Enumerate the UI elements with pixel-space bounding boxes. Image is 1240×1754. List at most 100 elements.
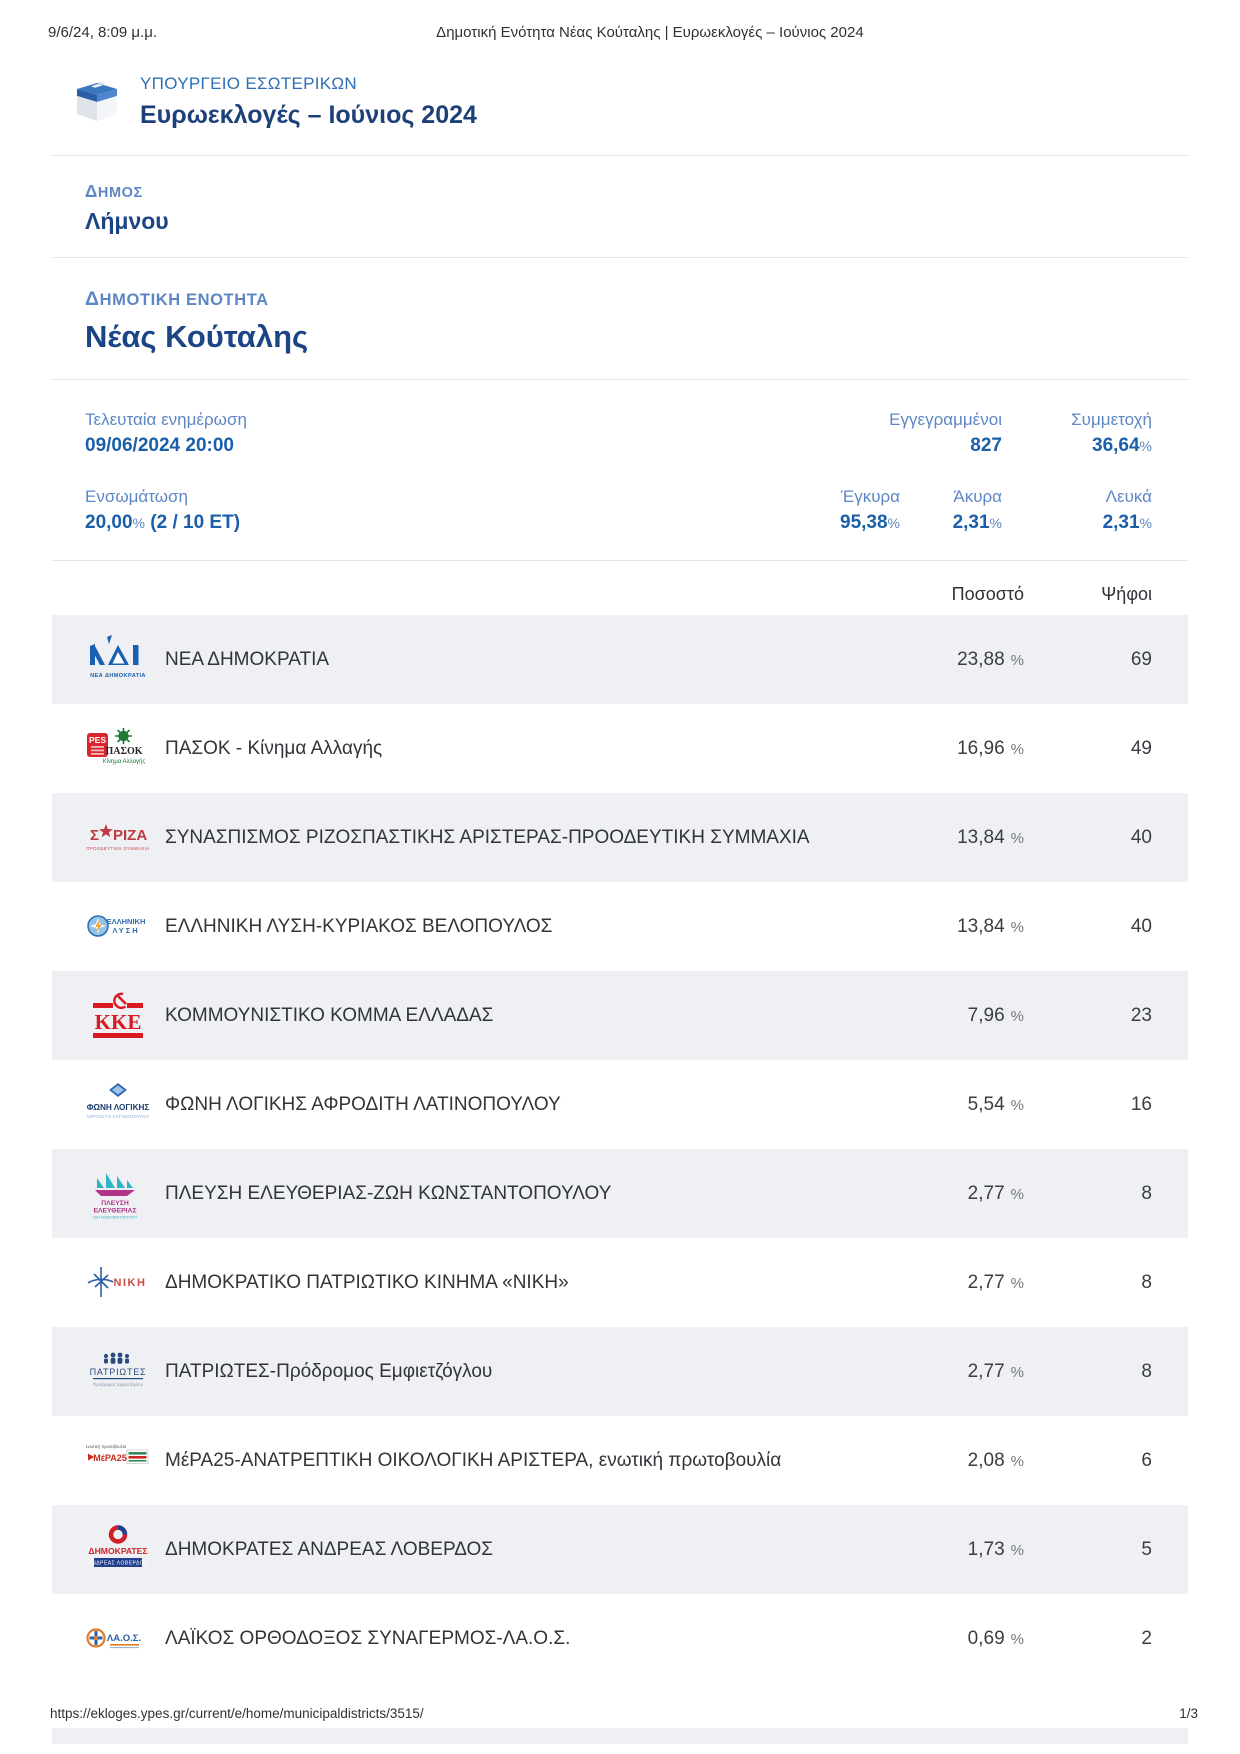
nd-party-logo: ΝΕΑ ΔΗΜΟΚΡΑΤΙΑ [85,632,151,688]
stats-row-2: Ενσωμάτωση 20,00% (2 / 10 ΕΤ) Έγκυρα 95,… [85,487,1152,534]
syriza-party-logo: Σ ΡΙΖΑ ΠΡΟΟΔΕΥΤΙΚΗ ΣΥΜΜΑΧΙΑ [85,810,151,866]
party-votes: 40 [1130,826,1152,848]
party-name: ΦΩΝΗ ΛΟΓΙΚΗΣ ΑΦΡΟΔΙΤΗ ΛΑΤΙΝΟΠΟΥΛΟΥ [165,1093,561,1115]
stat-turnout: Συμμετοχή 36,64% [1002,410,1152,457]
party-votes: 8 [1141,1360,1152,1382]
stat-valid: Έγκυρα 95,38% [780,487,900,534]
result-row: ενωτική πρωτοβουλία ΜέΡΑ25 ΜέΡΑ25-ΑΝΑΤΡΕ… [52,1416,1188,1505]
party-votes: 23 [1130,1004,1152,1026]
party-percent: 5,54% [967,1093,1024,1115]
party-name: ΜέΡΑ25-ΑΝΑΤΡΕΠΤΙΚΗ ΟΙΚΟΛΟΓΙΚΗ ΑΡΙΣΤΕΡΑ, … [165,1449,782,1471]
party-name: ΔΗΜΟΚΡΑΤΙΚΟ ΠΑΤΡΙΩΤΙΚΟ ΚΙΝΗΜΑ «ΝΙΚΗ» [165,1271,569,1293]
svg-text:ΑΝΔΡΕΑΣ ΛΟΒΕΡΔΟΣ: ΑΝΔΡΕΑΣ ΛΟΒΕΡΔΟΣ [88,1560,147,1566]
svg-text:ενωτική πρωτοβουλία: ενωτική πρωτοβουλία [86,1444,127,1449]
result-row: ΝΕΑ ΔΗΜΟΚΡΑΤΙΑ ΝΕΑ ΔΗΜΟΚΡΑΤΙΑ 23,88% 69 [52,615,1188,704]
percent-sign: % [887,515,900,531]
result-row: PES ΠΑΣΟΚ Κίνημα Αλλαγής ΠΑΣΟΚ - Κίνημα … [52,704,1188,793]
svg-text:Κίνημα Αλλαγής: Κίνημα Αλλαγής [103,758,146,765]
party-votes: 8 [1141,1182,1152,1204]
party-name: ΔΗΜΟΚΡΑΤΕΣ ΑΝΔΡΕΑΣ ΛΟΒΕΡΔΟΣ [165,1538,494,1560]
stat-value: 2,31% [952,512,1002,533]
percent-sign: % [1010,1363,1024,1381]
result-row: ΕΛΛΗΝΙΚΗ ΛΥΣΗ ΕΛΛΗΝΙΚΗ ΛΥΣΗ-ΚΥΡΙΑΚΟΣ ΒΕΛ… [52,882,1188,971]
percent-sign: % [1010,829,1024,847]
page-content: ΥΠΟΥΡΓΕΙΟ ΕΣΩΤΕΡΙΚΩΝ Ευρωεκλογές – Ιούνι… [52,0,1188,1744]
result-row: Σ ΡΙΖΑ ΠΡΟΟΔΕΥΤΙΚΗ ΣΥΜΜΑΧΙΑ ΣΥΝΑΣΠΙΣΜΟΣ … [52,793,1188,882]
municipality-section: ΔΗΜΟΣ Λήμνου [52,156,1188,257]
elliniki-lysi-party-logo: ΕΛΛΗΝΙΚΗ ΛΥΣΗ [85,899,151,955]
district-section: ΔΗΜΟΤΙΚΗ ΕΝΟΤΗΤΑ Νέας Κούταλης [52,258,1188,379]
foni-logikis-party-logo: ΦΩΝΗ ΛΟΓΙΚΗΣ ΑΦΡΟΔΙΤΗ ΛΑΤΙΝΟΠΟΥΛΟΥ [85,1077,151,1133]
print-url: https://ekloges.ypes.gr/current/e/home/m… [50,1706,424,1721]
svg-text:ΝΕΑ ΔΗΜΟΚΡΑΤΙΑ: ΝΕΑ ΔΗΜΟΚΡΑΤΙΑ [90,673,146,679]
svg-text:ΦΩΝΗ ΛΟΓΙΚΗΣ: ΦΩΝΗ ΛΟΓΙΚΗΣ [87,1103,150,1112]
percent-sign: % [1010,1096,1024,1114]
stat-label: Εγγεγραμμένοι [889,410,1002,429]
column-header-votes: Ψήφοι [1101,583,1152,604]
stat-value: 09/06/2024 20:00 [85,435,234,456]
result-row: ΚΚΕ ΚΟΜΜΟΥΝΙΣΤΙΚΟ ΚΟΜΜΑ ΕΛΛΑΔΑΣ 7,96% 23 [52,971,1188,1060]
percent-sign: % [989,515,1002,531]
stat-label: Λευκά [1105,487,1152,506]
party-percent: 2,77% [967,1360,1024,1382]
party-percent: 23,88% [957,648,1024,670]
print-page-number: 1/3 [1179,1706,1198,1721]
kke-party-logo: ΚΚΕ [85,988,151,1044]
divider [52,560,1188,561]
percent-sign: % [1010,1452,1024,1470]
plefsi-eleftherias-party-logo: ΠΛΕΥΣΗ ΕΛΕΥΘΕΡΙΑΣ ΖΩΗ ΚΩΝΣΤΑΝΤΟΠΟΥΛΟΥ [85,1166,151,1222]
party-name: ΚΟΜΜΟΥΝΙΣΤΙΚΟ ΚΟΜΜΑ ΕΛΛΑΔΑΣ [165,1004,494,1026]
stat-label: Συμμετοχή [1071,410,1152,429]
svg-text:ΛΥΣΗ: ΛΥΣΗ [112,926,139,935]
result-row: ΠΛΕΥΣΗ ΕΛΕΥΘΕΡΙΑΣ ΖΩΗ ΚΩΝΣΤΑΝΤΟΠΟΥΛΟΥ ΠΛ… [52,1149,1188,1238]
stat-integration: Ενσωμάτωση 20,00% (2 / 10 ΕΤ) [85,487,240,534]
result-row: ΠΑΤΡΙΩΤΕΣ Πρόδρομος Εμφιετζόγλου ΠΑΤΡΙΩΤ… [52,1327,1188,1416]
stat-value: 827 [970,435,1002,456]
stat-label: Άκυρα [953,487,1002,506]
party-percent: 1,73% [967,1538,1024,1560]
ministry-name: ΥΠΟΥΡΓΕΙΟ ΕΣΩΤΕΡΙΚΩΝ [140,74,358,93]
ballot-box-icon [70,72,124,131]
stat-value: 2,31% [1102,512,1152,533]
svg-text:ΑΦΡΟΔΙΤΗ ΛΑΤΙΝΟΠΟΥΛΟΥ: ΑΦΡΟΔΙΤΗ ΛΑΤΙΝΟΠΟΥΛΟΥ [86,1114,149,1119]
municipality-name: Λήμνου [85,208,169,234]
stat-registered: Εγγεγραμμένοι 827 [842,410,1002,457]
mera25-party-logo: ενωτική πρωτοβουλία ΜέΡΑ25 [85,1433,151,1489]
stats-panel: Τελευταία ενημέρωση 09/06/2024 20:00 Εγγ… [52,380,1188,560]
party-percent: 13,84% [957,915,1024,937]
party-votes: 69 [1130,648,1152,670]
divider [52,257,1188,258]
percent-sign: % [1010,918,1024,936]
percent-sign: % [1139,515,1152,531]
stat-value: 95,38% [840,512,900,533]
stats-row-1: Τελευταία ενημέρωση 09/06/2024 20:00 Εγγ… [85,410,1152,457]
print-page-title: Δημοτική Ενότητα Νέας Κούταλης | Ευρωεκλ… [436,24,864,41]
stat-value: 36,64% [1092,435,1152,456]
party-name: ΣΥΝΑΣΠΙΣΜΟΣ ΡΙΖΟΣΠΑΣΤΙΚΗΣ ΑΡΙΣΤΕΡΑΣ-ΠΡΟΟ… [165,826,810,848]
party-name: ΝΕΑ ΔΗΜΟΚΡΑΤΙΑ [165,648,330,670]
election-title: Ευρωεκλογές – Ιούνιος 2024 [140,101,477,129]
party-votes: 8 [1141,1271,1152,1293]
percent-sign: % [1010,1007,1024,1025]
percent-sign: % [1010,651,1024,669]
svg-text:ΠΑΣΟΚ: ΠΑΣΟΚ [105,746,142,757]
next-row-cut-off [52,1728,1188,1744]
municipality-label: ΔΗΜΟΣ [85,182,143,201]
party-votes: 49 [1130,737,1152,759]
site-titles: ΥΠΟΥΡΓΕΙΟ ΕΣΩΤΕΡΙΚΩΝ Ευρωεκλογές – Ιούνι… [140,72,477,130]
svg-text:ΡΙΖΑ: ΡΙΖΑ [113,827,147,844]
party-percent: 0,69% [967,1627,1024,1649]
party-percent: 2,77% [967,1182,1024,1204]
svg-text:ΠΡΟΟΔΕΥΤΙΚΗ ΣΥΜΜΑΧΙΑ: ΠΡΟΟΔΕΥΤΙΚΗ ΣΥΜΜΑΧΙΑ [86,846,149,851]
percent-sign: % [1010,1630,1024,1648]
stat-last-update: Τελευταία ενημέρωση 09/06/2024 20:00 [85,410,247,457]
svg-text:Σ: Σ [90,827,99,844]
district-name: Νέας Κούταλης [85,319,309,354]
party-name: ΠΑΣΟΚ - Κίνημα Αλλαγής [165,737,383,759]
party-percent: 16,96% [957,737,1024,759]
percent-sign: % [1010,1541,1024,1559]
stat-value: 20,00% (2 / 10 ΕΤ) [85,512,241,533]
svg-text:ΖΩΗ ΚΩΝΣΤΑΝΤΟΠΟΥΛΟΥ: ΖΩΗ ΚΩΝΣΤΑΝΤΟΠΟΥΛΟΥ [92,1215,138,1219]
party-name: ΠΑΤΡΙΩΤΕΣ-Πρόδρομος Εμφιετζόγλου [165,1360,493,1382]
party-percent: 13,84% [957,826,1024,848]
